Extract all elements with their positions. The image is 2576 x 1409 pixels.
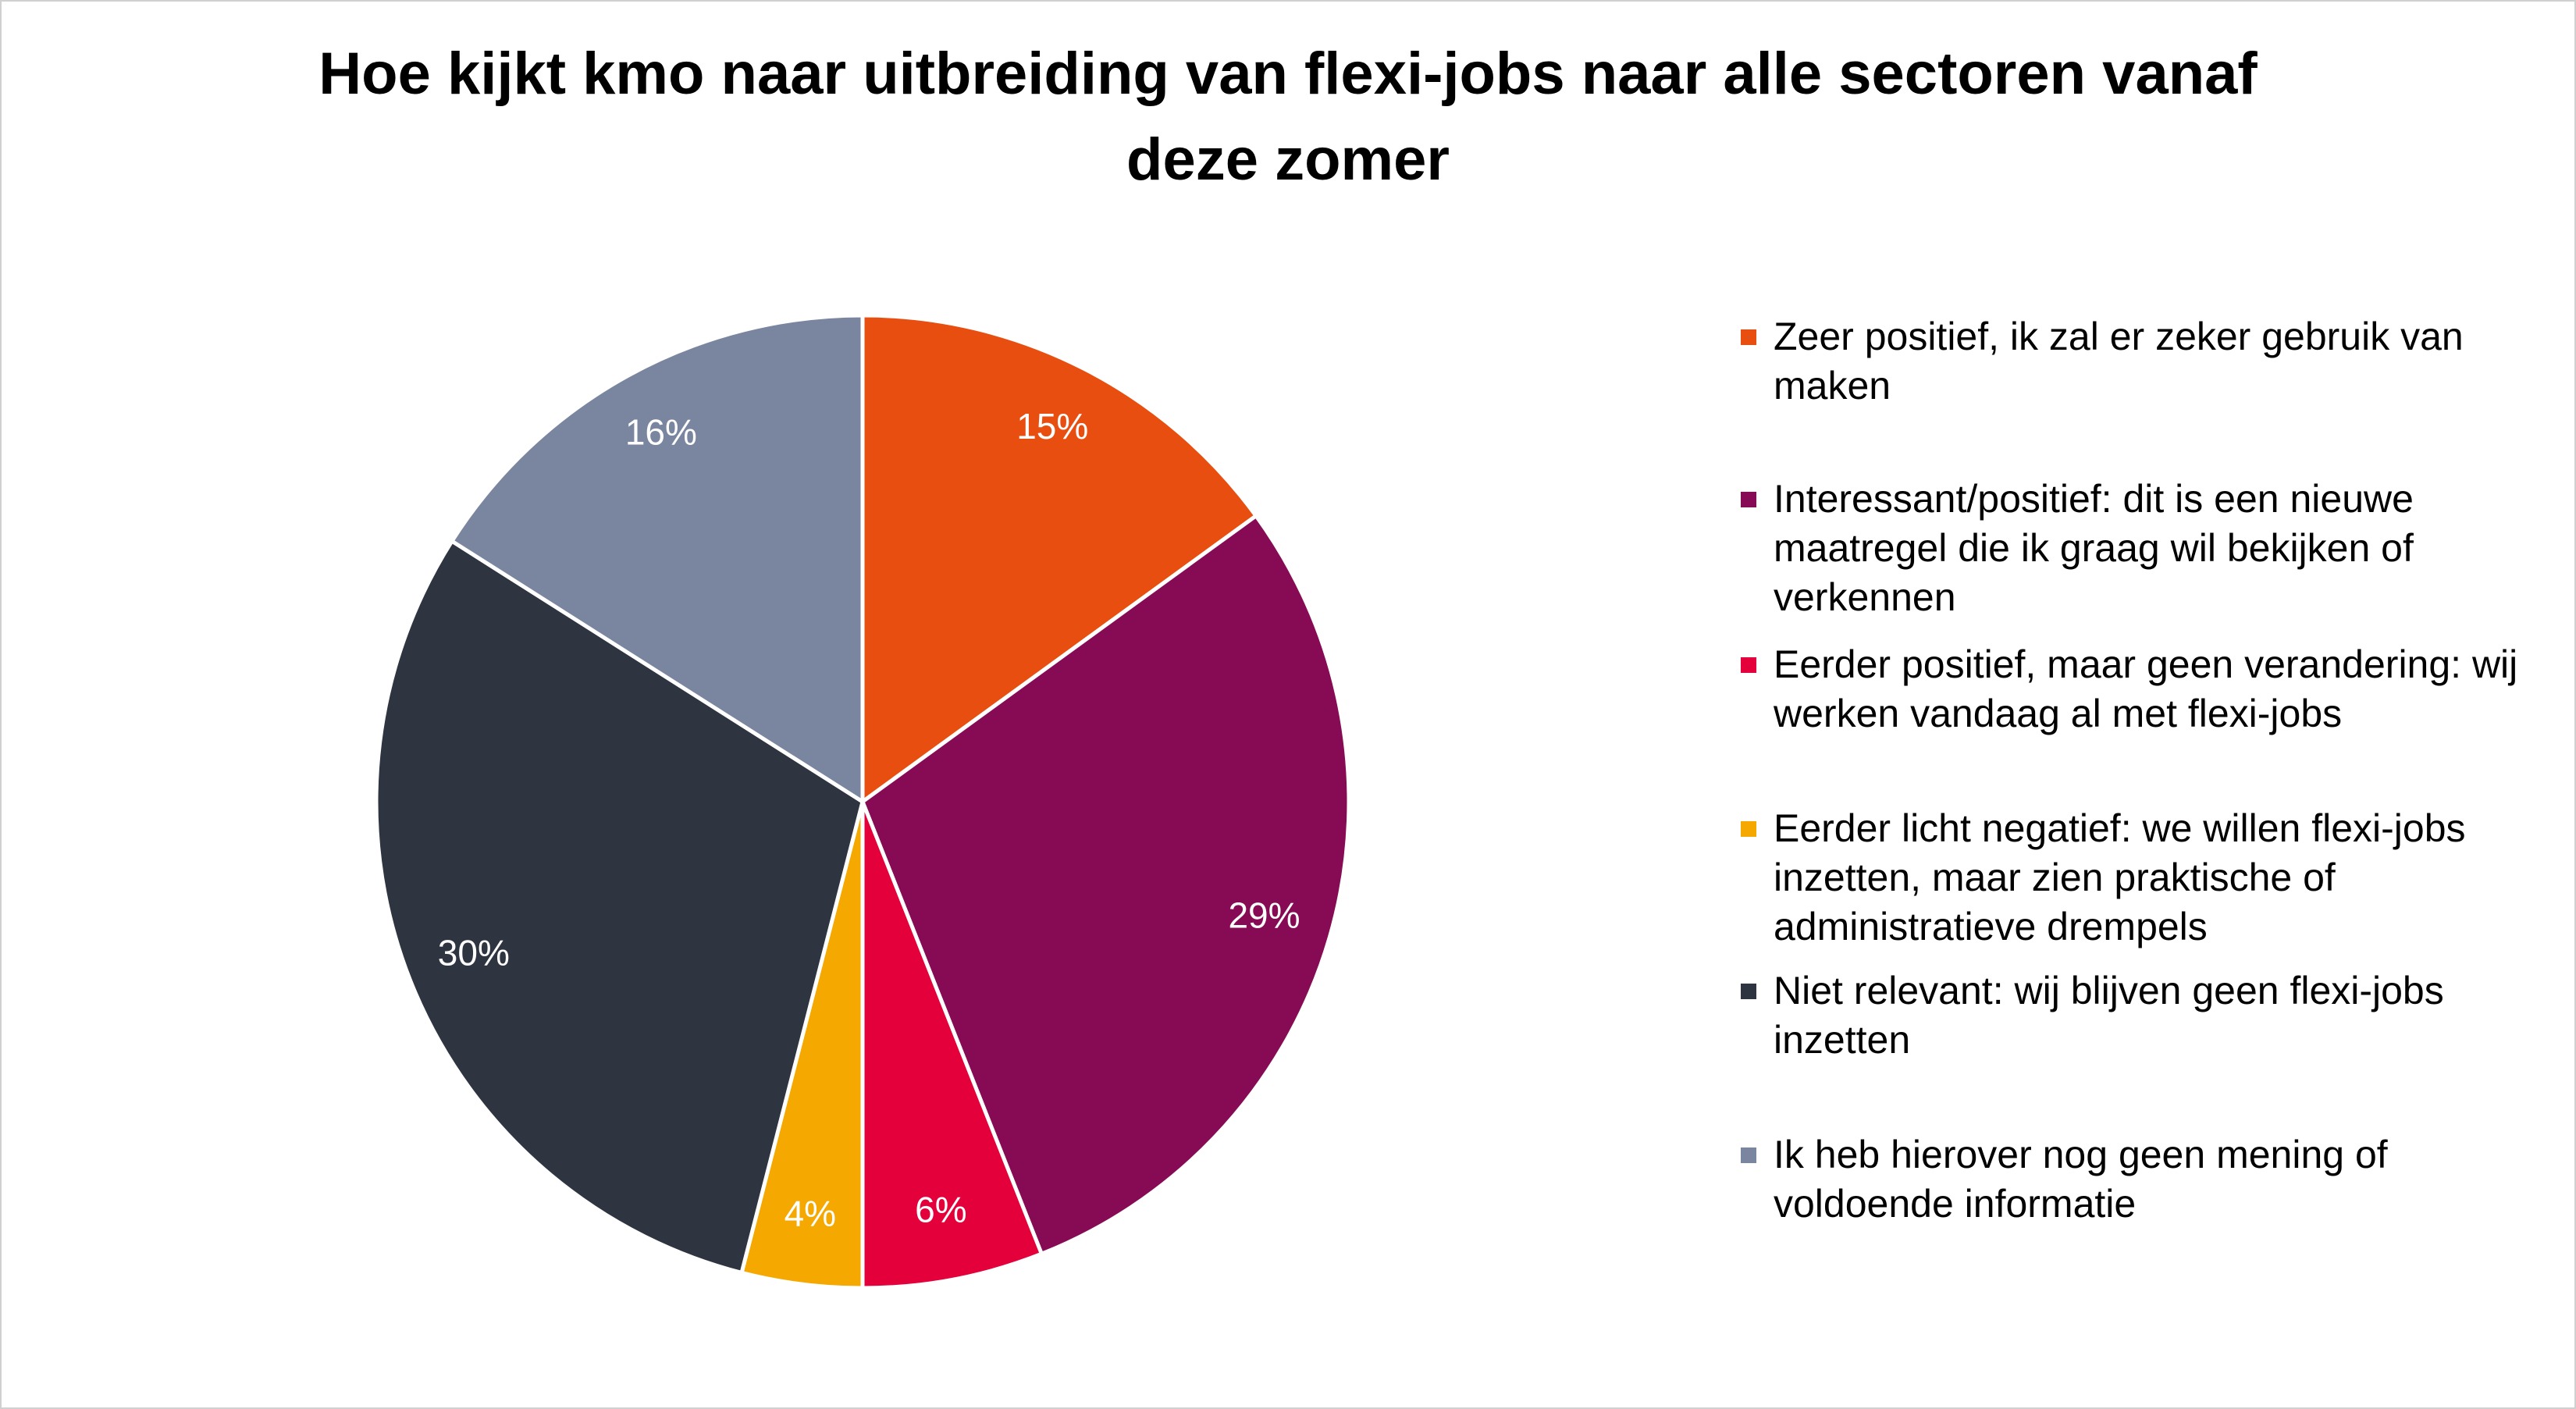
legend-label: Eerder positief, maar geen verandering: … [1774, 642, 2518, 735]
legend-item: Zeer positief, ik zal er zeker gebruik v… [1741, 312, 2553, 411]
chart-title: Hoe kijkt kmo naar uitbreiding van flexi… [318, 41, 2258, 193]
pie-slice [449, 313, 865, 806]
data-label: 29% [1228, 895, 1300, 936]
legend-item: Interessant/positief: dit is een nieuwe … [1741, 475, 2553, 622]
legend-swatch [1741, 657, 1756, 673]
legend-label: Ik heb hierover nog geen mening of voldo… [1774, 1133, 2388, 1226]
legend-item: Niet relevant: wij blijven geen flexi-jo… [1741, 966, 2553, 1065]
legend-swatch [1741, 492, 1756, 507]
data-label: 16% [625, 412, 697, 453]
pie-slice [860, 313, 1259, 806]
data-label: 30% [438, 932, 510, 973]
data-label: 4% [785, 1194, 836, 1234]
legend-item: Ik heb hierover nog geen mening of voldo… [1741, 1130, 2553, 1229]
legend-label: Niet relevant: wij blijven geen flexi-jo… [1774, 969, 2444, 1062]
data-label: 15% [1016, 406, 1088, 447]
legend-swatch [1741, 329, 1756, 345]
pie-slice [859, 513, 1351, 1257]
legend-item: Eerder positief, maar geen verandering: … [1741, 640, 2553, 738]
legend-label: Eerder licht negatief: we willen flexi-j… [1774, 806, 2466, 948]
data-label: 6% [915, 1189, 966, 1229]
pie-slice [374, 538, 865, 1276]
pie-slice [860, 801, 1044, 1290]
legend-swatch [1741, 984, 1756, 999]
legend-label: Zeer positief, ik zal er zeker gebruik v… [1774, 315, 2464, 407]
legend-item: Eerder licht negatief: we willen flexi-j… [1741, 804, 2553, 952]
legend-label: Interessant/positief: dit is een nieuwe … [1774, 477, 2414, 619]
legend-swatch [1741, 1147, 1756, 1163]
legend-swatch [1741, 821, 1756, 837]
